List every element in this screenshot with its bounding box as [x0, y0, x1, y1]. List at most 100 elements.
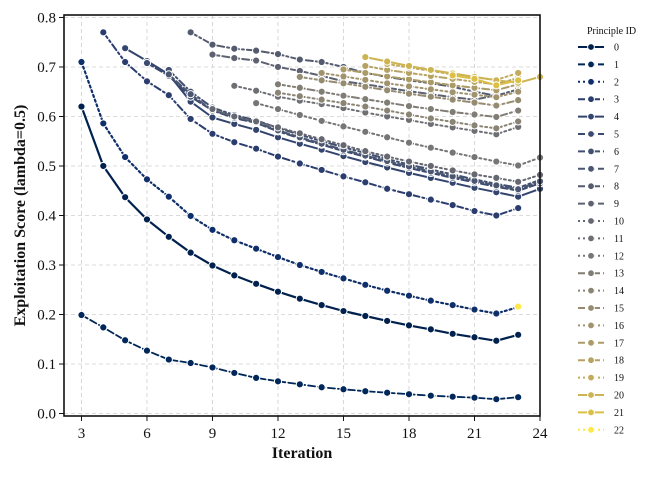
legend-label: 7 [614, 164, 619, 175]
data-point [295, 55, 304, 64]
data-point [121, 152, 130, 162]
data-point [273, 377, 283, 386]
series-layer [77, 28, 545, 404]
data-point [317, 267, 326, 277]
data-point [164, 91, 173, 100]
legend-item[interactable]: 0 [578, 43, 619, 54]
legend-label: 20 [614, 391, 624, 402]
data-point [99, 323, 108, 332]
legend-item[interactable]: 14 [578, 286, 624, 297]
legend-swatch-marker [587, 182, 595, 191]
data-point [361, 178, 370, 187]
data-point [383, 57, 392, 66]
series-0 [77, 102, 523, 345]
legend-swatch-marker [587, 251, 595, 260]
data-point [492, 181, 501, 190]
y-tick-label: 0.6 [37, 109, 56, 125]
data-point [339, 99, 348, 108]
legend-item[interactable]: 3 [578, 95, 619, 106]
legend-item[interactable]: 1 [578, 60, 619, 71]
legend-item[interactable]: 12 [578, 251, 624, 262]
legend-item[interactable]: 17 [578, 338, 624, 349]
data-point [470, 206, 479, 216]
legend-swatch-marker [587, 43, 595, 51]
series-10 [208, 104, 545, 186]
legend-swatch-marker [587, 425, 595, 434]
data-point [273, 287, 283, 296]
series-line [189, 31, 520, 97]
data-point [470, 393, 479, 402]
legend-label: 2 [614, 77, 619, 88]
legend-item[interactable]: 9 [578, 199, 619, 210]
data-point [186, 90, 195, 99]
data-point [448, 201, 457, 210]
data-point [295, 294, 304, 303]
data-point [404, 138, 414, 147]
legend-item[interactable]: 18 [578, 356, 624, 367]
data-point [514, 185, 523, 194]
data-point [273, 123, 283, 132]
legend-item[interactable]: 21 [578, 408, 624, 419]
data-point [426, 391, 435, 400]
data-point [448, 71, 457, 80]
legend-item[interactable]: 11 [578, 234, 624, 245]
data-point [383, 106, 392, 115]
legend-swatch-marker [587, 269, 595, 278]
data-point [470, 121, 479, 130]
data-point [273, 88, 283, 97]
legend-swatch-marker [587, 304, 595, 312]
data-point [273, 252, 283, 262]
legend-label: 14 [614, 286, 624, 297]
data-point [339, 306, 348, 316]
data-point [448, 117, 457, 127]
data-point [230, 271, 239, 280]
x-axis-title: Iteration [272, 445, 333, 462]
data-point [273, 104, 283, 114]
data-point [252, 99, 261, 108]
series-line [451, 74, 520, 87]
data-point [470, 74, 479, 83]
data-point [273, 50, 283, 59]
legend-item[interactable]: 22 [578, 425, 624, 436]
data-point [514, 177, 523, 186]
legend-item[interactable]: 5 [578, 130, 619, 141]
y-tick-label: 0.0 [37, 407, 56, 423]
legend-item[interactable]: 2 [578, 77, 619, 88]
legend-item[interactable]: 16 [578, 321, 624, 332]
data-point [252, 279, 261, 288]
data-point [121, 57, 130, 67]
data-point [404, 89, 414, 98]
data-point [383, 79, 392, 88]
legend-item[interactable]: 19 [578, 373, 624, 384]
data-point [514, 76, 523, 85]
series-line [342, 68, 520, 92]
legend-item[interactable]: 20 [578, 391, 624, 402]
data-point [361, 61, 370, 71]
data-point [404, 110, 414, 119]
data-point [295, 380, 304, 389]
y-tick-label: 0.4 [37, 209, 56, 225]
data-point [164, 232, 173, 241]
data-point [208, 40, 217, 49]
legend-item[interactable]: 13 [578, 269, 624, 280]
legend-item[interactable]: 6 [578, 147, 619, 158]
legend-label: 3 [614, 95, 619, 106]
legend-item[interactable]: 7 [578, 164, 619, 175]
data-point [514, 117, 523, 126]
data-point [186, 358, 195, 368]
legend-label: 18 [614, 356, 624, 367]
legend-item[interactable]: 4 [578, 112, 619, 123]
data-point [470, 333, 479, 342]
legend-item[interactable]: 8 [578, 182, 619, 193]
data-point [252, 46, 261, 55]
data-point [383, 98, 392, 107]
legend[interactable]: Principle ID 012345678910111213141516171… [578, 26, 636, 436]
data-point [164, 192, 173, 201]
data-point [142, 58, 152, 68]
legend-item[interactable]: 10 [578, 217, 624, 228]
legend-item[interactable]: 15 [578, 304, 624, 315]
y-tick-label: 0.1 [37, 357, 56, 373]
data-point [514, 393, 523, 402]
data-point [448, 392, 457, 401]
data-point [404, 321, 414, 330]
